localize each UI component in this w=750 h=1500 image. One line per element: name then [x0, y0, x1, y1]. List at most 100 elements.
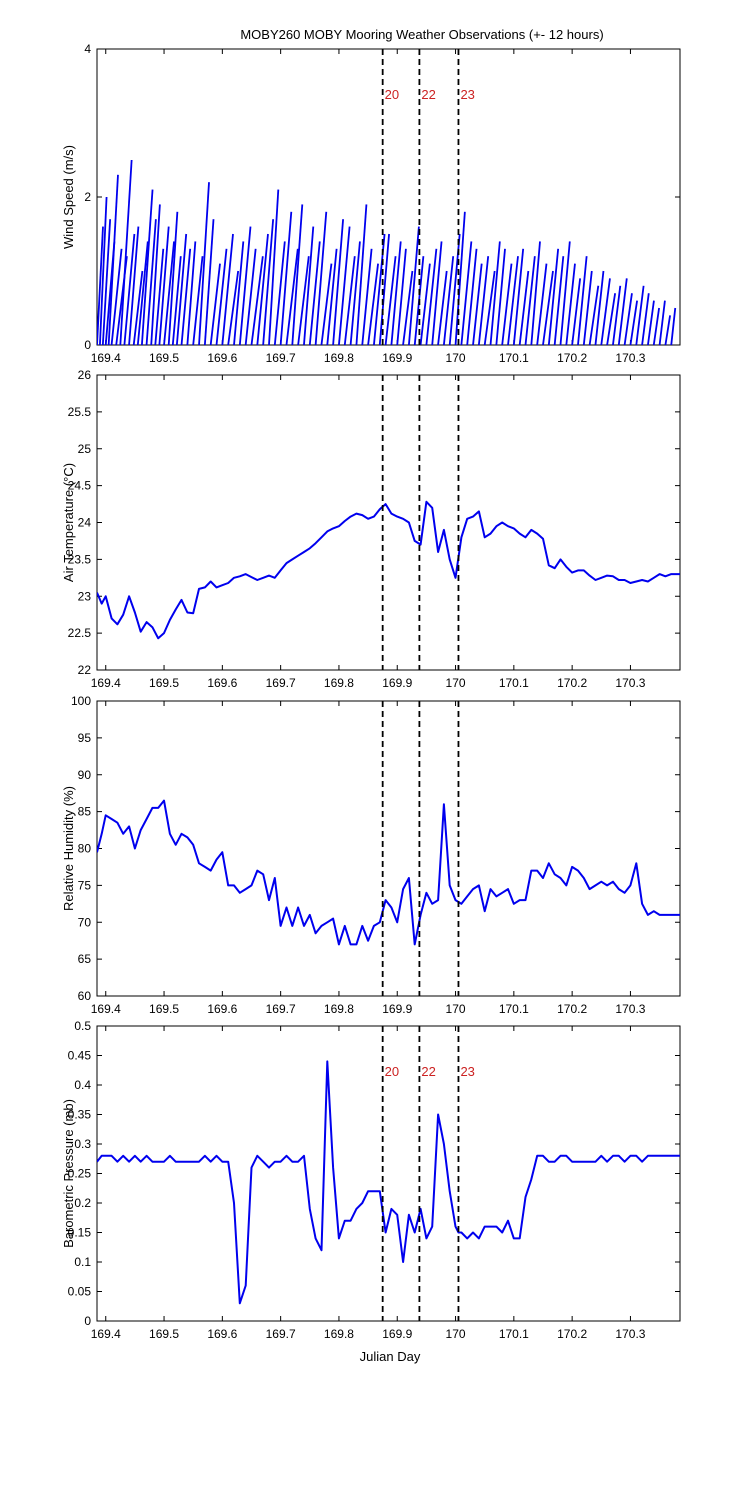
x-tick-label: 169.9 [382, 351, 412, 365]
x-tick-label: 169.7 [266, 676, 296, 690]
x-tick-label: 170.3 [615, 1327, 645, 1341]
wind-vector [175, 233, 188, 345]
wind-vector [123, 233, 136, 345]
wind-vector [524, 256, 536, 345]
panel-1: 169.4 169.5 169.6 169.7 169.8 169.9 170 170.1 17… [61, 42, 681, 365]
wind-vector [192, 256, 204, 345]
wind-vector [472, 263, 483, 345]
wind-vector [442, 256, 455, 345]
x-tick-label: 170.2 [557, 1002, 587, 1016]
wind-vector [670, 307, 677, 345]
x-tick-label: 169.6 [207, 351, 237, 365]
y-tick-label: 25 [78, 442, 92, 456]
x-tick-label: 170 [446, 351, 466, 365]
y-axis-label: Barometric Pressure (mb) [61, 1099, 76, 1248]
y-tick-label: 26 [78, 368, 92, 382]
wind-vector [215, 248, 228, 345]
x-tick-label: 170.3 [615, 351, 645, 365]
x-tick-label: 169.8 [324, 1327, 354, 1341]
x-tick-label: 170.2 [557, 1327, 587, 1341]
y-tick-label: 0.15 [68, 1226, 92, 1240]
wind-vector [233, 241, 245, 345]
wind-vector [256, 233, 269, 345]
series-line [97, 500, 680, 640]
x-tick-label: 169.8 [324, 1002, 354, 1016]
x-tick-label: 169.4 [91, 1002, 121, 1016]
y-tick-label: 60 [78, 989, 92, 1003]
wind-vector [163, 241, 175, 345]
x-tick-label: 169.5 [149, 676, 179, 690]
x-tick-label: 169.6 [207, 676, 237, 690]
marker-label: 20 [385, 87, 399, 102]
plot-frame [96, 1025, 681, 1322]
x-tick-label: 170.2 [557, 351, 587, 365]
x-tick-label: 169.4 [91, 676, 121, 690]
wind-vector [425, 248, 438, 345]
y-tick-label: 4 [84, 42, 91, 56]
wind-vector [244, 248, 257, 345]
x-tick-label: 170.3 [615, 676, 645, 690]
y-tick-label: 0.4 [74, 1078, 91, 1092]
wind-vector [303, 226, 315, 345]
wind-vector [119, 159, 133, 345]
y-tick-label: 0.35 [68, 1108, 92, 1122]
wind-vector [268, 189, 280, 345]
wind-vector [565, 263, 576, 345]
wind-vector [320, 263, 333, 345]
wind-vector [629, 300, 638, 345]
wind-vector [658, 300, 666, 345]
wind-vector [512, 248, 525, 345]
wind-vector [180, 248, 192, 345]
y-tick-label: 23.5 [68, 552, 92, 566]
wind-vector [600, 278, 611, 345]
y-tick-label: 0.5 [74, 1019, 91, 1033]
y-tick-label: 24 [78, 516, 92, 530]
y-axis-label: Relative Humidity (%) [61, 786, 76, 911]
y-tick-label: 22.5 [68, 626, 92, 640]
wind-vector [617, 278, 628, 345]
marker-label: 22 [421, 87, 435, 102]
wind-vector [99, 196, 108, 345]
y-tick-label: 65 [78, 952, 92, 966]
x-tick-label: 170.1 [499, 351, 529, 365]
wind-vector [227, 270, 240, 345]
y-tick-label: 0 [84, 1314, 91, 1328]
x-tick-label: 169.4 [91, 1327, 121, 1341]
x-tick-label: 169.5 [149, 1002, 179, 1016]
wind-vector [408, 226, 420, 345]
y-tick-label: 0 [84, 338, 91, 352]
wind-vector [477, 256, 490, 345]
wind-vector [132, 270, 144, 345]
y-tick-label: 0.05 [68, 1285, 92, 1299]
y-tick-label: 75 [78, 878, 92, 892]
wind-vector [542, 270, 554, 345]
wind-vector [419, 263, 431, 345]
x-axis-label: Julian Day [360, 1349, 421, 1364]
y-axis-label: Air Temperature (°C) [61, 463, 76, 582]
x-tick-label: 169.8 [324, 676, 354, 690]
x-tick-label: 170.3 [615, 1002, 645, 1016]
wind-vector [559, 241, 571, 345]
x-tick-label: 170 [446, 676, 466, 690]
wind-vector [495, 248, 506, 345]
x-tick-label: 169.5 [149, 351, 179, 365]
wind-vector [107, 174, 119, 345]
wind-vector [150, 204, 161, 345]
y-axis-label: Wind Speed (m/s) [61, 145, 76, 249]
plot-frame [96, 700, 681, 997]
wind-vector [110, 248, 123, 345]
x-tick-label: 169.9 [382, 676, 412, 690]
wind-vector [291, 204, 304, 345]
x-tick-label: 170 [446, 1327, 466, 1341]
marker-label: 23 [460, 1064, 474, 1079]
x-tick-label: 169.4 [91, 351, 121, 365]
wind-vector [355, 204, 368, 345]
wind-vector [501, 263, 513, 345]
wind-vector [594, 270, 605, 345]
wind-vector [198, 182, 210, 345]
wind-vector [308, 241, 321, 345]
wind-vector [136, 241, 149, 345]
wind-vector [437, 270, 448, 345]
x-tick-label: 169.8 [324, 351, 354, 365]
series-line [97, 799, 680, 946]
